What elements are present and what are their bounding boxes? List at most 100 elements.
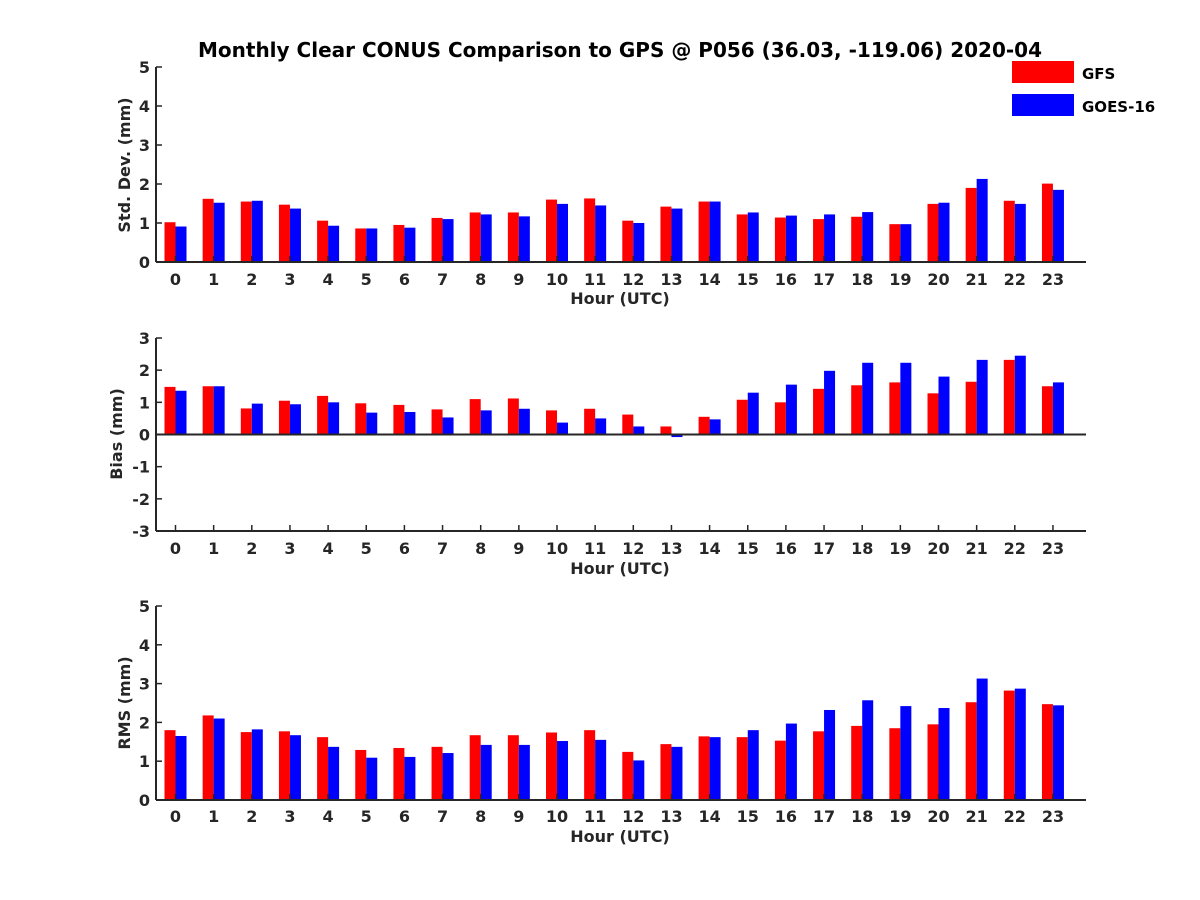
y-tick-label: -1 <box>132 458 150 477</box>
bar-gfs-hour-6 <box>393 748 405 800</box>
bar-goes16-hour-16 <box>785 384 797 435</box>
bar-goes16-hour-23 <box>1052 705 1064 800</box>
x-tick-label: 16 <box>775 807 797 826</box>
bar-goes16-hour-8 <box>480 214 492 262</box>
bar-goes16-hour-17 <box>824 709 836 800</box>
y-axis-label: RMS (mm) <box>115 656 134 749</box>
x-tick-label: 13 <box>660 539 682 558</box>
x-tick-label: 21 <box>966 807 988 826</box>
x-tick-label: 10 <box>546 270 568 289</box>
bar-goes16-hour-18 <box>862 362 874 435</box>
x-tick-label: 7 <box>437 270 448 289</box>
x-tick-label: 9 <box>513 807 524 826</box>
bar-goes16-hour-17 <box>824 370 836 435</box>
bar-goes16-hour-15 <box>747 212 759 262</box>
bar-goes16-hour-19 <box>900 224 912 262</box>
x-tick-label: 8 <box>475 539 486 558</box>
bar-goes16-hour-18 <box>862 700 874 800</box>
x-tick-label: 3 <box>284 807 295 826</box>
bar-gfs-hour-0 <box>164 386 176 435</box>
bar-goes16-hour-9 <box>518 408 530 435</box>
bar-goes16-hour-9 <box>518 744 530 800</box>
x-tick-label: 0 <box>170 270 181 289</box>
bar-goes16-hour-19 <box>900 706 912 800</box>
bar-goes16-hour-13 <box>671 746 683 800</box>
bar-goes16-hour-18 <box>862 212 874 262</box>
x-tick-label: 22 <box>1004 270 1026 289</box>
bar-gfs-hour-12 <box>622 414 634 435</box>
bar-gfs-hour-13 <box>660 206 672 262</box>
bar-gfs-hour-1 <box>202 715 214 800</box>
bar-goes16-hour-3 <box>289 208 301 262</box>
bar-goes16-hour-16 <box>785 723 797 800</box>
x-tick-label: 19 <box>889 270 911 289</box>
x-tick-label: 19 <box>889 807 911 826</box>
bar-gfs-hour-23 <box>1041 183 1053 262</box>
bar-goes16-hour-1 <box>213 202 225 262</box>
x-tick-label: 0 <box>170 539 181 558</box>
bar-goes16-hour-21 <box>976 178 988 262</box>
bar-gfs-hour-19 <box>889 728 901 800</box>
bar-gfs-hour-20 <box>927 724 939 800</box>
bar-goes16-hour-12 <box>633 426 645 435</box>
bar-gfs-hour-7 <box>431 409 443 435</box>
y-tick-label: 0 <box>139 426 150 445</box>
bar-gfs-hour-18 <box>851 385 863 435</box>
x-tick-label: 8 <box>475 807 486 826</box>
bar-gfs-hour-17 <box>813 219 825 262</box>
x-axis-label: Hour (UTC) <box>570 289 670 308</box>
bar-gfs-hour-8 <box>469 735 481 800</box>
bar-gfs-hour-23 <box>1041 386 1053 435</box>
bar-goes16-hour-13 <box>671 208 683 262</box>
y-tick-label: 2 <box>139 361 150 380</box>
x-tick-label: 2 <box>246 270 257 289</box>
bar-gfs-hour-11 <box>584 198 596 262</box>
x-tick-label: 23 <box>1042 807 1064 826</box>
legend: GFS GOES-16 <box>1012 61 1155 116</box>
x-axis-label: Hour (UTC) <box>570 559 670 578</box>
x-tick-label: 12 <box>622 270 644 289</box>
x-tick-label: 14 <box>698 270 720 289</box>
bar-gfs-hour-8 <box>469 212 481 262</box>
bar-gfs-hour-9 <box>507 735 519 800</box>
x-tick-label: 3 <box>284 270 295 289</box>
bar-gfs-hour-12 <box>622 751 634 800</box>
x-tick-label: 10 <box>546 807 568 826</box>
x-axis-label: Hour (UTC) <box>570 827 670 846</box>
bar-goes16-hour-5 <box>366 412 378 435</box>
bar-gfs-hour-22 <box>1003 359 1015 435</box>
bar-gfs-hour-20 <box>927 203 939 262</box>
bar-gfs-hour-21 <box>965 187 977 262</box>
x-tick-label: 3 <box>284 539 295 558</box>
bar-goes16-hour-20 <box>938 708 950 800</box>
bar-gfs-hour-10 <box>546 199 557 262</box>
x-tick-label: 6 <box>399 270 410 289</box>
x-tick-label: 16 <box>775 539 797 558</box>
x-tick-label: 20 <box>927 807 949 826</box>
legend-label-goes16: GOES-16 <box>1082 98 1155 116</box>
y-tick-label: 2 <box>139 713 150 732</box>
bar-gfs-hour-6 <box>393 224 405 262</box>
bar-gfs-hour-0 <box>164 730 176 800</box>
x-tick-label: 15 <box>737 539 759 558</box>
y-tick-label: 4 <box>139 636 150 655</box>
bar-goes16-hour-4 <box>328 746 340 800</box>
bar-goes16-hour-5 <box>366 757 378 800</box>
bar-gfs-hour-4 <box>317 395 329 435</box>
bar-gfs-hour-15 <box>736 737 748 800</box>
bar-gfs-hour-1 <box>202 386 214 435</box>
x-tick-label: 21 <box>966 539 988 558</box>
bar-goes16-hour-4 <box>328 402 340 435</box>
bar-gfs-hour-5 <box>355 228 367 262</box>
bar-gfs-hour-17 <box>813 388 825 435</box>
bar-gfs-hour-5 <box>355 403 367 435</box>
x-tick-label: 7 <box>437 807 448 826</box>
x-tick-label: 16 <box>775 270 797 289</box>
legend-swatch-goes16 <box>1012 94 1074 116</box>
bar-goes16-hour-2 <box>251 729 263 800</box>
x-tick-label: 22 <box>1004 807 1026 826</box>
bar-goes16-hour-23 <box>1052 382 1064 435</box>
bar-goes16-hour-5 <box>366 228 378 262</box>
x-tick-label: 23 <box>1042 539 1064 558</box>
